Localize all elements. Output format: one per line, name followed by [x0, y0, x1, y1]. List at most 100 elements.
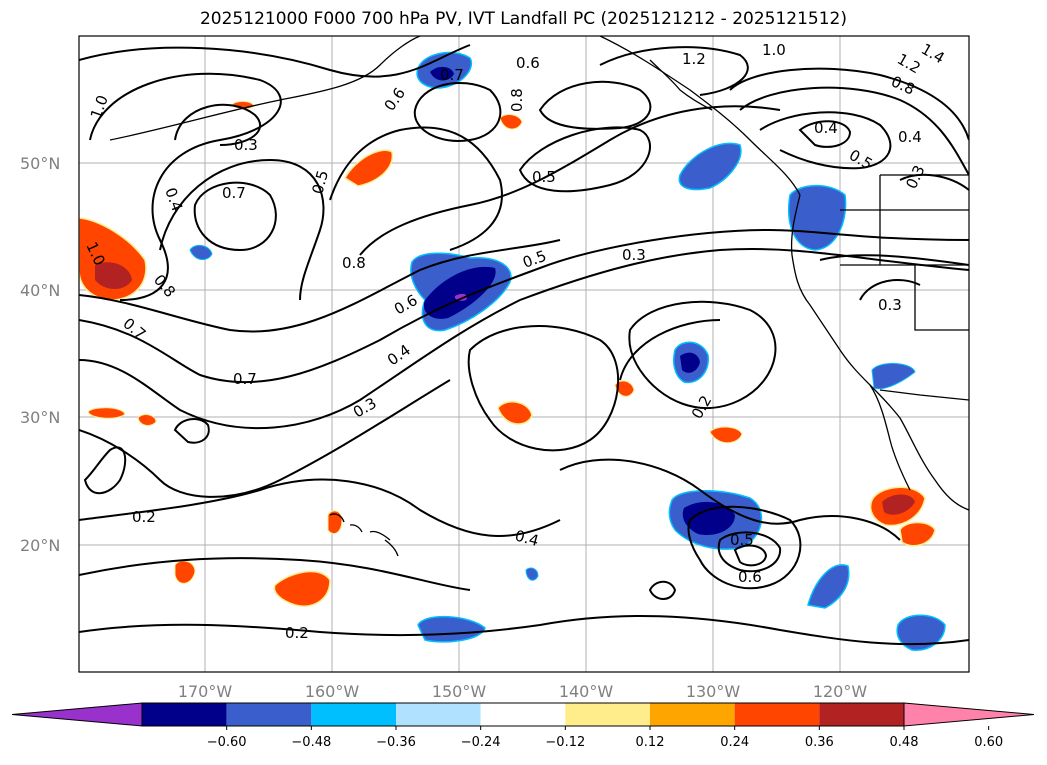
contour-line [173, 418, 210, 444]
contour-line [83, 446, 127, 495]
pos-blob-west-core [95, 262, 132, 289]
neg-blob-subtropics-core [682, 501, 735, 536]
colorbar-tick-label: 0.48 [890, 735, 919, 750]
pos-blob-mid-3 [709, 426, 743, 444]
lon-tick-label: 160°W [305, 682, 360, 701]
neg-blob-small-2 [525, 567, 539, 581]
contour-label: 0.4 [898, 128, 922, 146]
colorbar-tick-label: −0.60 [207, 735, 247, 750]
lat-tick-label: 50°N [20, 154, 60, 173]
bc-islands [649, 59, 713, 111]
colorbar-segment [396, 703, 481, 726]
contour-label: 1.2 [682, 50, 706, 68]
neg-blob-gulf-core [430, 66, 454, 81]
contour-line [193, 181, 277, 252]
contour-label: 0.4 [814, 119, 838, 137]
colorbar-extend-max [903, 702, 1035, 727]
pos-blob-mid-1 [497, 401, 533, 425]
colorbar-tick-label: −0.48 [291, 735, 331, 750]
contour-line [628, 300, 777, 409]
pos-blob-baja-2 [899, 521, 936, 547]
hawaii-4 [384, 539, 399, 557]
contour-line [819, 254, 969, 266]
colorbar-segment [226, 703, 312, 726]
colorbar-tick-label: −0.12 [545, 735, 585, 750]
contour-label: 0.8 [508, 88, 526, 112]
contour-line [467, 325, 620, 452]
map-frame [78, 35, 970, 673]
contour-line [759, 111, 892, 170]
contour-label: 0.5 [532, 168, 556, 186]
pos-blob-small-north [499, 114, 523, 130]
state-border-4 [914, 265, 969, 331]
colorbar-segment [142, 703, 227, 726]
lat-tick-label: 20°N [20, 536, 60, 555]
contour-label: 0.5 [308, 168, 332, 196]
contour-line [174, 103, 262, 146]
contour-label: 1.0 [762, 41, 786, 59]
colorbar-segment [311, 703, 396, 726]
colorbar-outline [141, 702, 905, 727]
neg-blob-south-central [417, 615, 486, 643]
coastlines [109, 36, 969, 557]
contour-line [79, 379, 451, 498]
graticule [79, 36, 969, 672]
us-west-coast [790, 194, 969, 511]
pv-contours [79, 44, 969, 646]
contour-line [79, 239, 561, 333]
contour-label: 0.7 [233, 370, 257, 388]
colorbar-segment [650, 703, 735, 726]
neg-blob-central-core [423, 266, 496, 319]
contour-line [798, 120, 852, 148]
contour-label: 0.6 [738, 568, 762, 586]
colorbar-tick-label: −0.24 [461, 735, 501, 750]
contour-line [729, 67, 969, 141]
contour-line [79, 557, 471, 591]
lon-tick-label: 170°W [178, 682, 233, 701]
contour-line [359, 105, 781, 256]
hawaii-1 [329, 513, 345, 523]
contour-label: 0.7 [440, 66, 464, 84]
pos-blob-west-small-2 [137, 414, 157, 426]
contour-line [413, 82, 502, 142]
contour-line [79, 478, 561, 537]
contour-line [79, 248, 969, 430]
hawaii-3 [369, 530, 391, 541]
contour-label: 0.4 [513, 526, 541, 550]
contour-label: 0.3 [234, 136, 258, 154]
colorbar-tick-label: 0.12 [636, 735, 665, 750]
colorbar-tick-label: 0.36 [805, 735, 834, 750]
us-mexico-border [879, 389, 969, 401]
lat-tick-label: 30°N [20, 408, 60, 427]
colorbar-segment [819, 703, 904, 726]
contour-line [717, 531, 782, 573]
contour-line [619, 319, 721, 381]
neg-blob-mid-core [680, 352, 700, 373]
pos-blob-north-pacific [343, 149, 393, 187]
contour-label: 0.6 [516, 54, 540, 72]
neg-blob-small-3 [871, 363, 916, 390]
contour-label: 0.3 [878, 296, 902, 314]
colorbar-extend-min [11, 702, 143, 727]
pos-blob-south-2 [273, 570, 331, 607]
neg-blob-small-1 [189, 244, 213, 260]
contour-line [89, 72, 282, 301]
colorbar-tick-label: 0.60 [974, 735, 1003, 750]
baja [869, 384, 911, 491]
latitude-labels: 50°N 40°N 30°N 20°N [20, 154, 60, 555]
alaska-panhandle [599, 36, 801, 196]
contour-label: 0.5 [730, 531, 754, 549]
contour-line [79, 228, 969, 384]
colorbar: −0.60 −0.48 −0.36 −0.24 −0.12 0.12 0.24 0.36 0.4… [11, 702, 1035, 750]
neg-blob-bc-coast [678, 142, 742, 191]
contour-line [538, 80, 652, 130]
contour-line [733, 544, 768, 567]
contour-line [79, 44, 471, 78]
contour-label: 0.2 [285, 624, 309, 642]
neg-blob-southwest [807, 564, 850, 609]
contour-label: 0.8 [342, 254, 366, 272]
map-title: 2025121000 F000 700 hPa PV, IVT Landfall… [199, 9, 847, 29]
colorbar-segment [565, 703, 650, 726]
colorbar-segment [480, 703, 566, 726]
contour-line [739, 86, 969, 176]
